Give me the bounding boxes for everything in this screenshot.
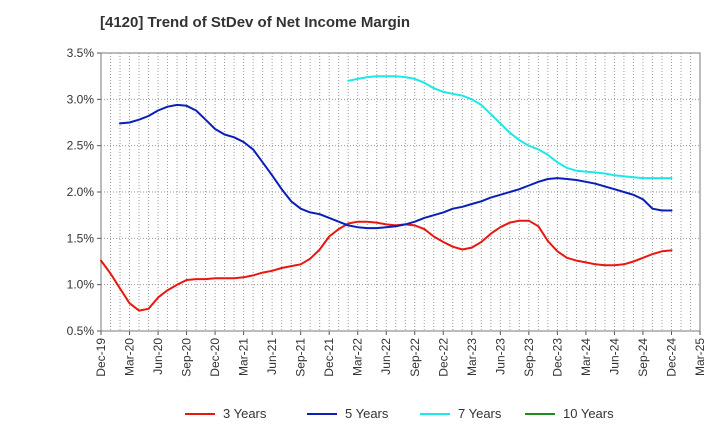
x-tick-label: Dec-24 bbox=[664, 338, 678, 377]
y-tick-label: 3.5% bbox=[67, 46, 95, 60]
y-tick-label: 1.5% bbox=[67, 231, 95, 245]
x-tick-label: Mar-23 bbox=[465, 338, 479, 376]
y-tick-label: 3.0% bbox=[67, 92, 95, 106]
x-tick-label: Mar-25 bbox=[693, 338, 707, 376]
x-tick-label: Dec-21 bbox=[322, 338, 336, 377]
x-tick-label: Jun-24 bbox=[607, 338, 621, 375]
x-tick-label: Jun-22 bbox=[379, 338, 393, 375]
x-tick-label: Sep-23 bbox=[522, 338, 536, 377]
y-tick-label: 2.5% bbox=[67, 139, 95, 153]
x-tick-label: Sep-24 bbox=[636, 338, 650, 377]
plot-frame bbox=[100, 52, 701, 332]
legend-label: 10 Years bbox=[563, 406, 614, 421]
x-tick-label: Dec-20 bbox=[208, 338, 222, 377]
x-tick-label: Mar-20 bbox=[123, 338, 137, 376]
x-tick-label: Sep-20 bbox=[180, 338, 194, 377]
x-tick-label: Dec-22 bbox=[436, 338, 450, 377]
series-line-3-years bbox=[100, 219, 673, 312]
x-tick-label: Jun-23 bbox=[493, 338, 507, 375]
x-tick-label: Mar-21 bbox=[237, 338, 251, 376]
chart-title: [4120] Trend of StDev of Net Income Marg… bbox=[100, 14, 411, 31]
plot-area bbox=[101, 53, 700, 331]
series-line-7-years bbox=[347, 75, 673, 180]
x-tick-label: Sep-22 bbox=[408, 338, 422, 377]
x-tick-label: Mar-24 bbox=[579, 338, 593, 376]
x-tick-label: Mar-22 bbox=[351, 338, 365, 376]
y-tick-label: 2.0% bbox=[67, 185, 95, 199]
x-tick-label: Jun-20 bbox=[151, 338, 165, 375]
x-tick-label: Dec-19 bbox=[94, 338, 108, 377]
x-tick-label: Dec-23 bbox=[550, 338, 564, 377]
legend-label: 5 Years bbox=[345, 406, 389, 421]
series-line-5-years bbox=[119, 103, 673, 230]
legend-label: 7 Years bbox=[458, 406, 502, 421]
y-tick-label: 1.0% bbox=[67, 278, 95, 292]
x-tick-label: Sep-21 bbox=[294, 338, 308, 377]
y-tick-label: 0.5% bbox=[67, 324, 95, 338]
x-tick-label: Jun-21 bbox=[265, 338, 279, 375]
legend-label: 3 Years bbox=[223, 406, 267, 421]
